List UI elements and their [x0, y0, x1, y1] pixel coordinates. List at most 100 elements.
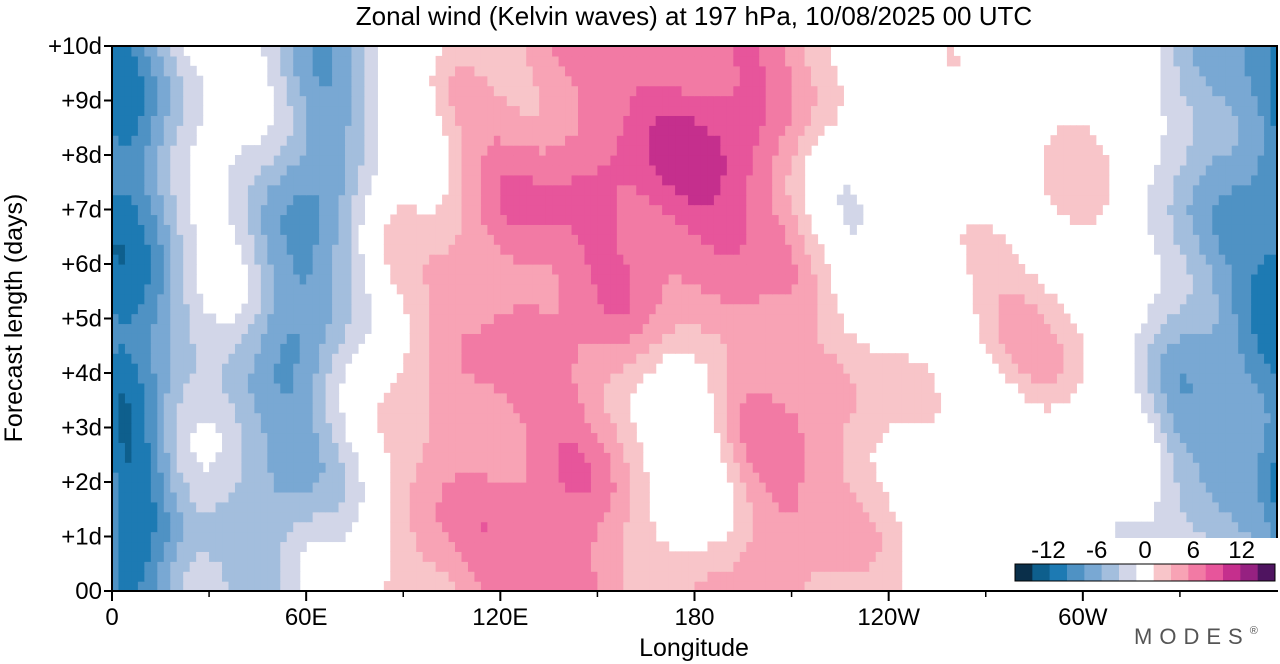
field-cell: [183, 353, 191, 364]
field-cell: [707, 541, 715, 552]
field-cell: [1205, 313, 1213, 325]
field-cell: [124, 571, 133, 582]
field-cell: [247, 293, 255, 305]
field-cell: [785, 204, 793, 216]
field-cell: [144, 313, 152, 325]
field-cell: [739, 244, 747, 255]
field-cell: [804, 551, 812, 562]
field-cell: [1160, 293, 1168, 305]
field-cell: [345, 234, 353, 245]
field-cell: [552, 303, 560, 315]
field-cell: [526, 482, 534, 493]
field-cell: [1018, 343, 1026, 354]
field-cell: [319, 293, 327, 305]
field-cell: [1225, 412, 1233, 424]
field-cell: [623, 303, 631, 315]
field-cell: [1186, 204, 1194, 216]
field-cell: [623, 343, 631, 354]
field-cell: [791, 551, 799, 562]
field-cell: [992, 234, 1000, 245]
field-cell: [1199, 491, 1207, 503]
field-cell: [448, 283, 456, 295]
field-cell: [1192, 442, 1200, 453]
field-cell: [500, 264, 508, 275]
field-cell: [513, 531, 521, 543]
field-cell: [1186, 224, 1194, 235]
field-cell: [1251, 303, 1259, 315]
field-cell: [571, 531, 579, 543]
field-cell: [312, 254, 320, 265]
field-cell: [532, 432, 540, 443]
field-cell: [493, 363, 501, 374]
field-cell: [778, 293, 786, 305]
field-cell: [202, 571, 210, 582]
field-cell: [636, 293, 644, 305]
field-cell: [150, 551, 158, 562]
field-cell: [254, 511, 262, 523]
field-cell: [752, 482, 760, 493]
field-cell: [1063, 392, 1071, 404]
field-cell: [254, 561, 262, 572]
field-cell: [416, 422, 424, 434]
field-cell: [610, 422, 618, 434]
field-cell: [539, 412, 547, 424]
field-cell: [823, 382, 832, 394]
field-cell: [772, 462, 780, 473]
field-cell: [1154, 382, 1162, 394]
field-cell: [442, 511, 450, 523]
field-cell: [1270, 353, 1277, 364]
field-cell: [772, 472, 780, 483]
field-cell: [765, 511, 773, 523]
field-cell: [506, 353, 514, 364]
field-cell: [390, 541, 398, 552]
field-cell: [778, 363, 786, 374]
field-cell: [1179, 462, 1187, 473]
field-cell: [720, 551, 728, 562]
field-cell: [681, 551, 689, 562]
field-cell: [1225, 491, 1233, 503]
field-cell: [1225, 293, 1233, 305]
field-cell: [500, 392, 508, 404]
field-cell: [791, 234, 799, 245]
field-cell: [409, 333, 417, 344]
field-cell: [526, 491, 534, 503]
field-cell: [733, 511, 741, 523]
field-cell: [416, 323, 424, 334]
field-cell: [772, 323, 780, 334]
field-cell: [707, 303, 715, 315]
field-cell: [914, 392, 922, 404]
field-cell: [882, 511, 890, 523]
field-cell: [228, 392, 236, 404]
field-cell: [455, 204, 463, 216]
field-cell: [519, 373, 527, 384]
field-cell: [448, 531, 456, 543]
field-cell: [882, 571, 890, 582]
field-cell: [649, 323, 657, 334]
field-cell: [1186, 382, 1194, 394]
field-cell: [215, 491, 223, 503]
field-cell: [157, 432, 165, 443]
field-cell: [713, 293, 721, 305]
field-cell: [442, 313, 450, 325]
field-cell: [642, 214, 650, 225]
field-cell: [1257, 442, 1265, 453]
field-cell: [260, 501, 268, 513]
field-cell: [137, 531, 145, 543]
field-cell: [552, 392, 560, 404]
field-cell: [1166, 501, 1175, 513]
field-cell: [234, 541, 243, 552]
field-cell: [306, 462, 314, 473]
field-cell: [144, 482, 152, 493]
field-cell: [558, 204, 566, 216]
field-cell: [241, 254, 249, 265]
field-cell: [849, 363, 857, 374]
field-cell: [416, 303, 424, 315]
field-cell: [526, 521, 534, 533]
field-cell: [325, 482, 333, 493]
field-cell: [772, 541, 780, 552]
field-cell: [1199, 323, 1207, 334]
field-cell: [1238, 363, 1246, 374]
field-cell: [112, 373, 120, 384]
field-cell: [616, 442, 624, 453]
field-cell: [688, 214, 696, 225]
